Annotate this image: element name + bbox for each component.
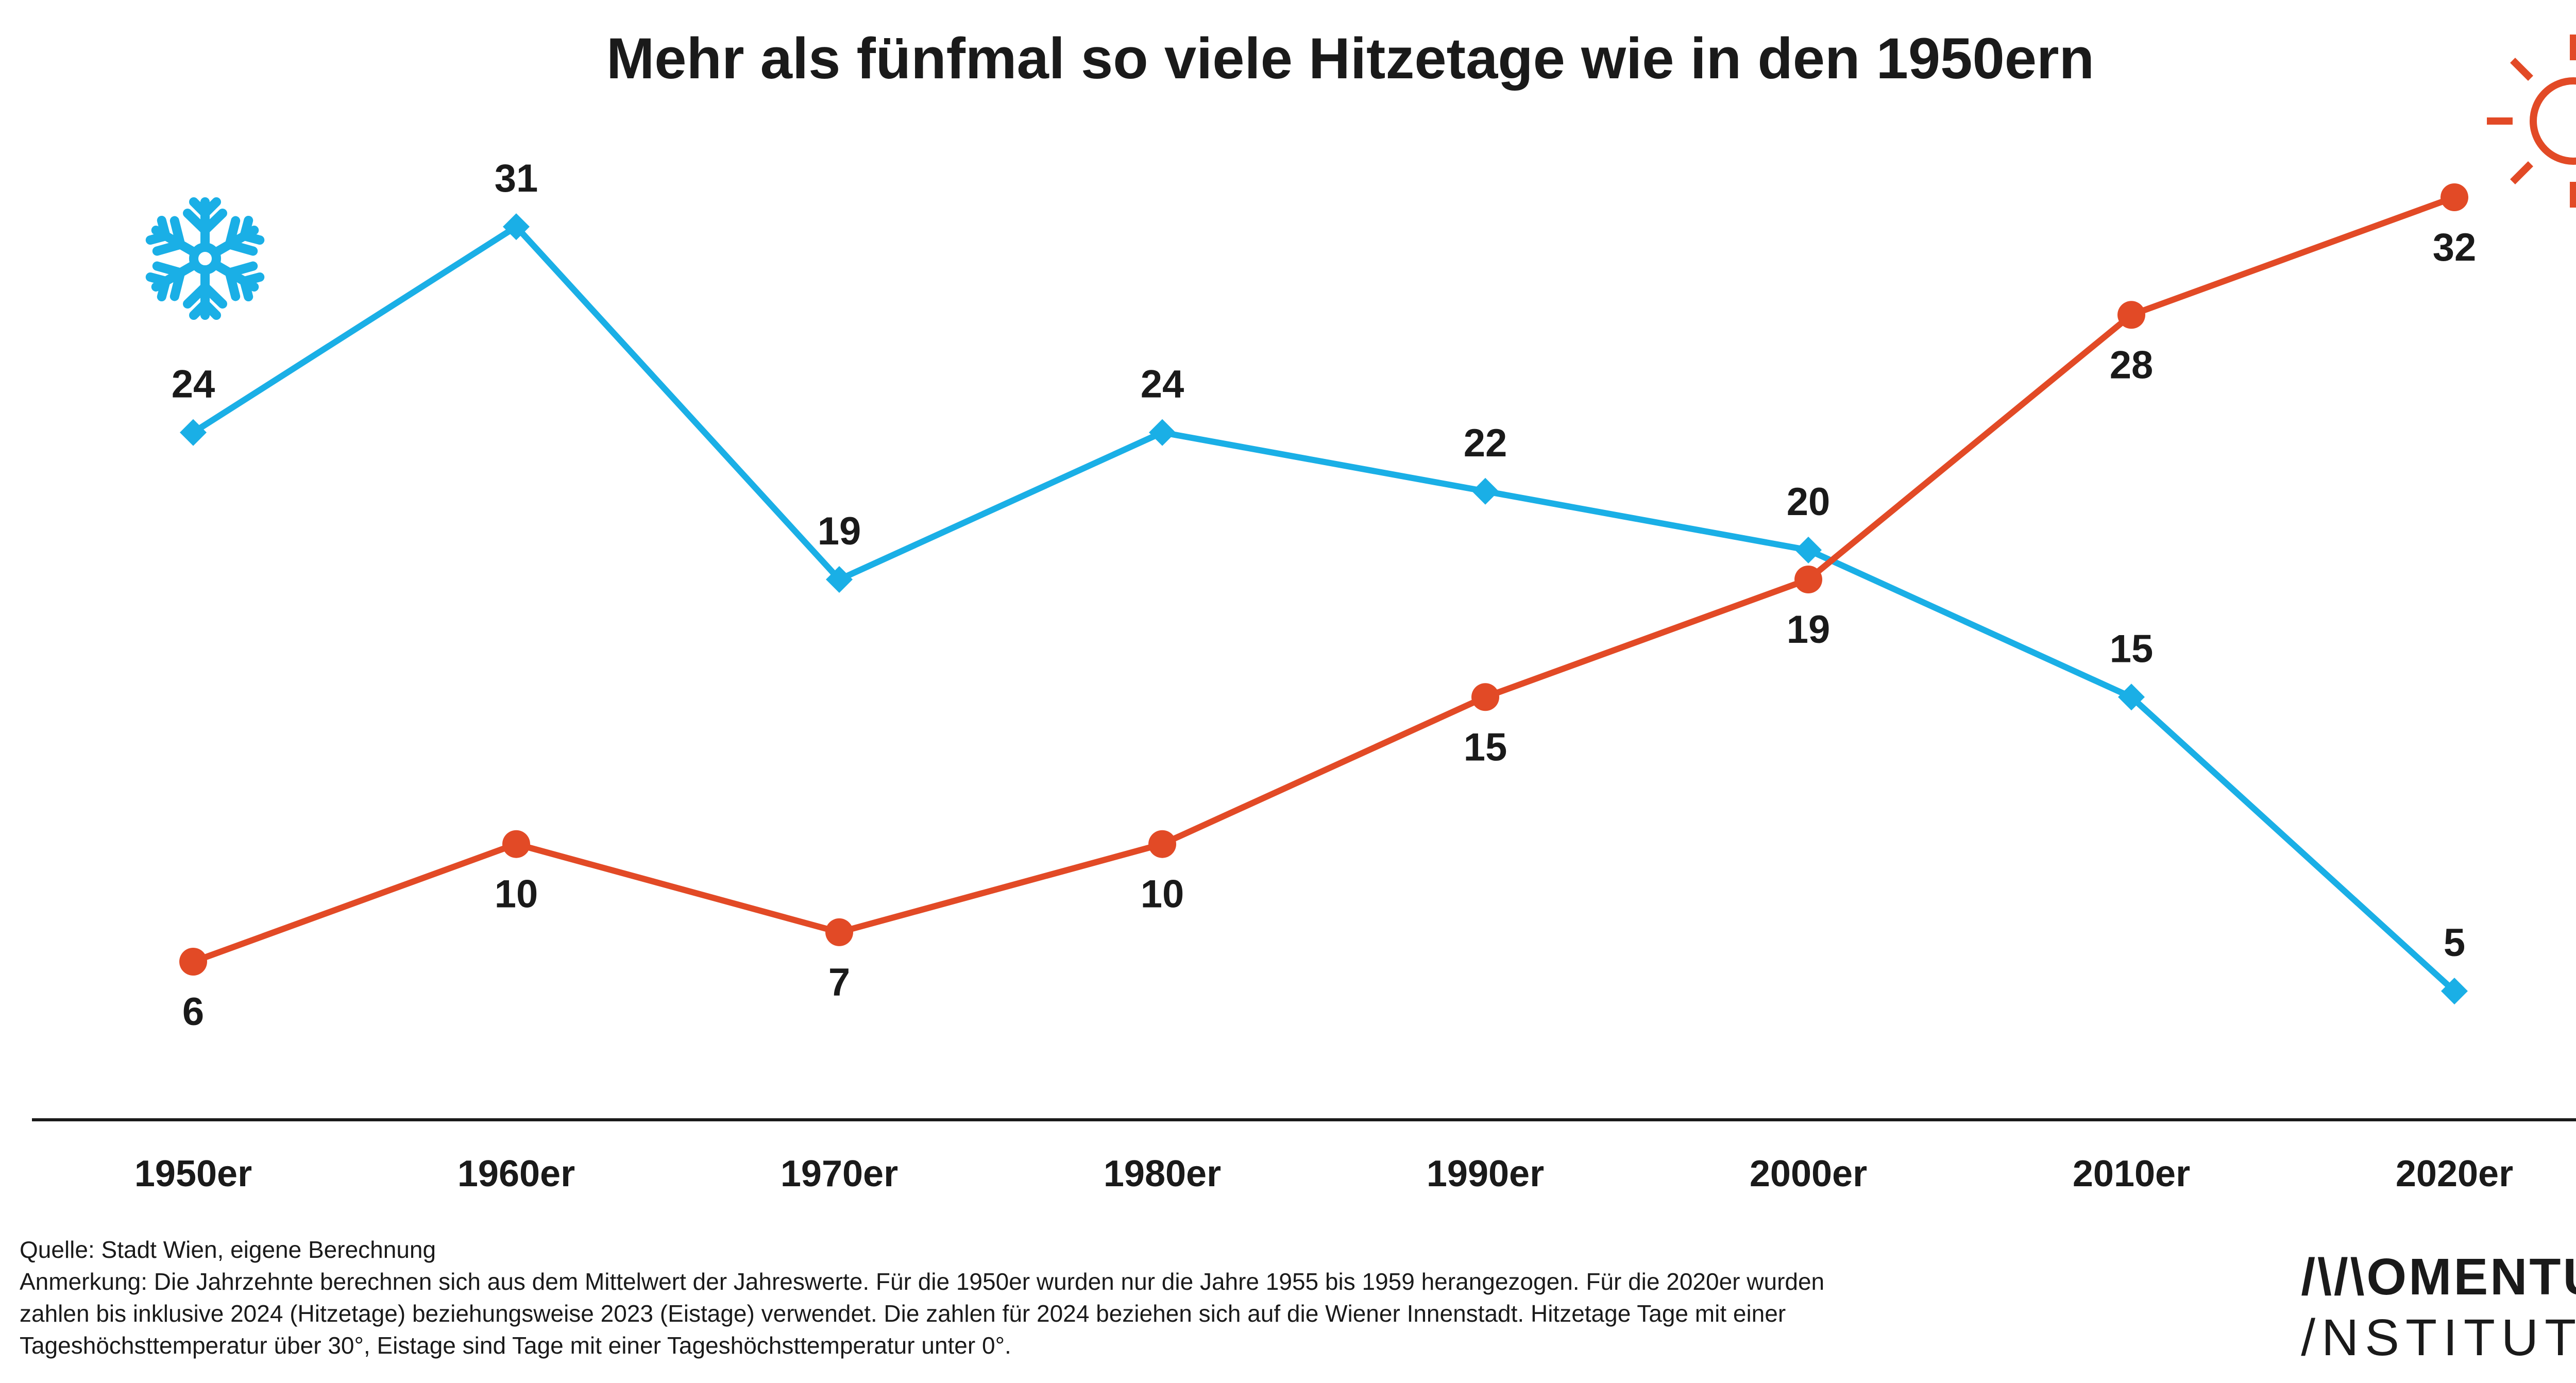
x-tick-label: 1970er <box>781 1153 898 1194</box>
data-label-eistage: 31 <box>495 157 538 200</box>
series-hitzetage: 6 10 7 10 15 19 28 32 <box>179 183 2476 1034</box>
logo-line-2: /NSTITUT <box>2301 1309 2576 1367</box>
data-label-hitzetage: 7 <box>828 961 850 1004</box>
x-tick-label: 2010er <box>2073 1153 2190 1194</box>
data-point-eistage <box>2118 684 2145 711</box>
series-line-hitzetage <box>192 194 2456 965</box>
series-eistage: 24 31 19 24 22 20 15 5 <box>172 157 2468 1005</box>
data-point-eistage <box>503 213 530 241</box>
x-tick-label: 2020er <box>2396 1153 2513 1194</box>
data-point-eistage <box>180 419 207 446</box>
data-label-hitzetage: 15 <box>1464 725 1507 769</box>
data-label-eistage: 24 <box>172 363 215 406</box>
data-label-hitzetage: 32 <box>2433 226 2477 269</box>
momentum-institut-logo: /\/\OMENTUM /NSTITUT <box>2301 1247 2576 1368</box>
data-point-hitzetage <box>502 830 530 858</box>
x-tick-label: 1990er <box>1427 1153 1544 1194</box>
data-label-eistage: 20 <box>1787 480 1831 524</box>
data-label-eistage: 22 <box>1464 421 1507 465</box>
data-point-hitzetage <box>2117 301 2145 329</box>
x-tick-label: 2000er <box>1750 1153 1867 1194</box>
plot-area: 24 31 19 24 22 20 15 5 6 10 7 10 15 19 28 32 <box>172 157 2477 1034</box>
annotation-line-2: zahlen bis inklusive 2024 (Hitzetage) be… <box>20 1300 1786 1327</box>
data-label-eistage: 15 <box>2110 627 2154 671</box>
source-note: Quelle: Stadt Wien, eigene Berechnung <box>20 1236 436 1263</box>
data-point-hitzetage <box>1794 566 1822 593</box>
data-label-hitzetage: 28 <box>2110 343 2154 387</box>
data-label-hitzetage: 6 <box>182 990 204 1034</box>
x-axis-ticks: 1950er 1960er 1970er 1980er 1990er 2000er 2010… <box>134 1153 2513 1194</box>
snowflake-icon <box>147 197 263 315</box>
annotation-line-3: Tageshöchsttemperatur über 30°, Eistage … <box>20 1332 1011 1359</box>
data-point-hitzetage <box>1471 683 1499 711</box>
x-tick-label: 1980er <box>1104 1153 1221 1194</box>
data-point-eistage <box>826 566 853 593</box>
data-point-eistage <box>1149 419 1176 446</box>
data-point-eistage <box>1795 536 1822 564</box>
logo-line-1: /\/\OMENTUM <box>2301 1248 2576 1306</box>
data-label-eistage: 24 <box>1141 363 1184 406</box>
sun-icon <box>2487 35 2576 208</box>
data-point-hitzetage <box>2441 183 2468 211</box>
annotation-line-1: Anmerkung: Die Jahrzehnte berechnen sich… <box>20 1268 1825 1295</box>
data-point-hitzetage <box>179 948 207 976</box>
data-label-eistage: 19 <box>818 509 861 553</box>
x-tick-label: 1950er <box>134 1153 252 1194</box>
chart-title: Mehr als fünfmal so viele Hitzetage wie … <box>606 26 2094 91</box>
data-label-eistage: 5 <box>2444 921 2465 965</box>
chart-footer: Quelle: Stadt Wien, eigene Berechnung An… <box>20 1234 2080 1361</box>
data-point-eistage <box>1472 477 1499 505</box>
data-point-hitzetage <box>1148 830 1176 858</box>
data-point-hitzetage <box>825 918 853 946</box>
data-label-hitzetage: 10 <box>495 873 538 916</box>
x-tick-label: 1960er <box>457 1153 575 1194</box>
data-point-eistage <box>2441 978 2468 1005</box>
series-line-eistage <box>191 224 2457 994</box>
data-label-hitzetage: 10 <box>1141 873 1184 916</box>
data-label-hitzetage: 19 <box>1787 608 1831 652</box>
